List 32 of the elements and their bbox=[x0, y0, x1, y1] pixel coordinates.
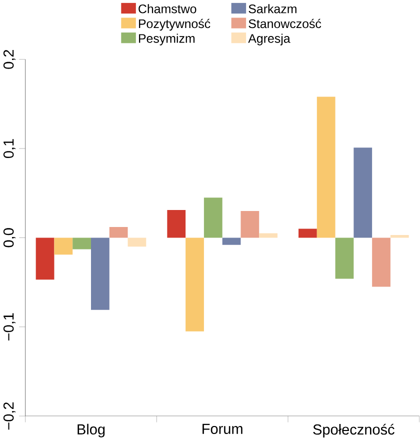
y-tick-label: −0,2 bbox=[4, 402, 16, 430]
y-tick-label: 0,2 bbox=[4, 50, 16, 69]
x-tick-label: Blog bbox=[78, 424, 105, 438]
x-tick-label: Forum bbox=[202, 424, 243, 434]
bar bbox=[128, 238, 146, 247]
bar bbox=[36, 238, 54, 280]
bar bbox=[354, 148, 372, 238]
x-tick-label: Społeczność bbox=[313, 424, 395, 438]
bar bbox=[204, 198, 223, 238]
bar bbox=[222, 238, 241, 245]
legend-label: Stanowczość bbox=[248, 18, 322, 28]
legend-label: Agresja bbox=[248, 34, 291, 46]
legend-label: Pozytywność bbox=[139, 18, 210, 31]
bar bbox=[336, 238, 354, 279]
bar bbox=[167, 210, 186, 238]
bar bbox=[317, 96, 336, 238]
bar bbox=[72, 238, 92, 250]
y-tick-label: −0,1 bbox=[4, 313, 16, 340]
y-tick-label: 0,1 bbox=[4, 139, 16, 158]
legend-label: Pesymizm bbox=[139, 34, 195, 46]
legend-label: Sarkazm bbox=[248, 4, 297, 14]
bar bbox=[186, 238, 204, 332]
y-tick-label: 0,0 bbox=[4, 228, 16, 248]
bar bbox=[110, 226, 128, 238]
bar bbox=[91, 238, 110, 310]
bar bbox=[240, 210, 260, 238]
bar bbox=[298, 228, 318, 238]
bar bbox=[372, 238, 391, 287]
bar bbox=[259, 233, 278, 238]
bar bbox=[54, 238, 73, 255]
bar bbox=[390, 235, 410, 238]
legend-label: Chamstwo bbox=[138, 4, 196, 14]
